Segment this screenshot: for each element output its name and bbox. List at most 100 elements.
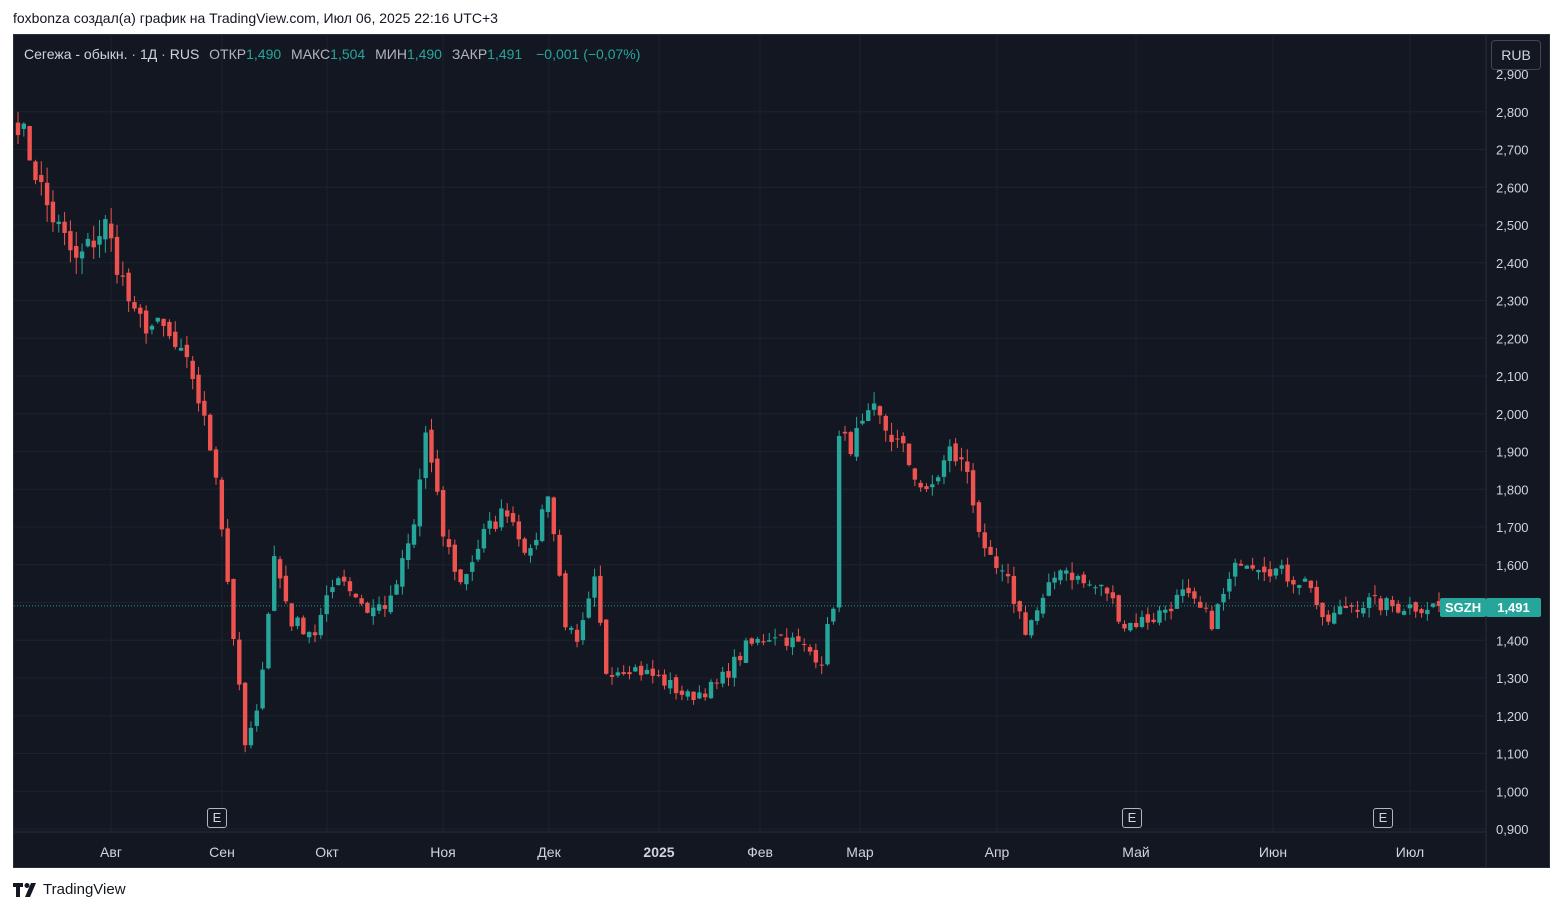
candle-body	[778, 634, 784, 636]
candle-body	[941, 460, 947, 477]
candle-body	[644, 669, 650, 675]
candle-body	[1378, 598, 1383, 611]
low-label: МИН	[375, 46, 407, 62]
candle-body	[458, 569, 463, 583]
candle-body	[557, 534, 562, 576]
candle-body	[965, 461, 970, 472]
candle-body	[143, 310, 149, 334]
candle-body	[924, 486, 929, 489]
candle-body	[679, 690, 685, 695]
tradingview-brand[interactable]: TradingView	[13, 881, 126, 898]
candle-body	[1384, 598, 1389, 611]
candle-body	[633, 667, 638, 672]
candle-body	[126, 272, 131, 302]
candle-body	[1168, 608, 1174, 612]
price-tick-label: 2,300	[1496, 294, 1529, 309]
candle-body	[569, 627, 574, 630]
candle-body	[901, 436, 906, 444]
price-tick-label: 1,000	[1496, 784, 1529, 799]
candle-body	[1256, 569, 1261, 573]
candle-body	[1157, 610, 1162, 623]
candle-body	[1139, 616, 1145, 627]
price-tick-label: 1,700	[1496, 520, 1529, 535]
candle-body	[551, 497, 556, 535]
candle-body	[726, 671, 731, 678]
candle-body	[871, 403, 877, 410]
candle-body	[1227, 578, 1232, 592]
price-tick-label: 2,200	[1496, 331, 1529, 346]
currency-button[interactable]: RUB	[1491, 40, 1541, 70]
candle-body	[755, 638, 760, 643]
time-tick-label: Мар	[846, 844, 874, 860]
candle-body	[1430, 603, 1436, 607]
candle-body	[382, 605, 388, 609]
candle-body	[1355, 609, 1360, 612]
candle-body	[21, 123, 27, 129]
candle-body	[277, 559, 283, 579]
candle-body	[720, 671, 725, 684]
price-tick-label: 1,100	[1496, 747, 1529, 762]
price-tick-label: 2,800	[1496, 105, 1529, 120]
chart-pane[interactable]: 2,800 2,700 2,600 2,500 2,400 2,300 2,200 2,100…	[13, 34, 1550, 868]
earnings-badge-jun[interactable]: E	[1373, 808, 1393, 828]
candle-body	[510, 513, 516, 523]
candle-body	[860, 420, 865, 424]
candle-body	[225, 528, 230, 582]
candle-body	[959, 457, 964, 460]
candle-body	[883, 415, 888, 431]
price-tick-label: 1,600	[1496, 558, 1529, 573]
candle-body	[673, 677, 679, 694]
candle-body	[1308, 580, 1314, 589]
close-value: 1,491	[487, 46, 523, 62]
price-tick-label: 1,300	[1496, 671, 1529, 686]
time-tick-label: 2025	[643, 844, 674, 860]
candle-body	[56, 221, 61, 225]
candle-body	[108, 223, 114, 239]
candle-body	[97, 236, 102, 245]
earnings-badge-may[interactable]: E	[1122, 808, 1142, 828]
candle-body	[388, 595, 393, 613]
candle-body	[330, 587, 335, 593]
candlestick-chart[interactable]: 2,800 2,700 2,600 2,500 2,400 2,300 2,200 2,100…	[14, 35, 1550, 868]
time-tick-label: Июл	[1396, 844, 1424, 860]
candle-body	[685, 691, 690, 697]
candle-body	[1029, 620, 1034, 636]
candle-body	[1436, 601, 1442, 606]
candle-body	[1396, 603, 1401, 613]
candle-body	[1110, 592, 1116, 599]
time-tick-label: Сен	[209, 844, 235, 860]
candle-body	[435, 458, 440, 492]
candle-body	[1075, 576, 1081, 580]
candle-body	[1198, 601, 1203, 608]
candle-body	[33, 161, 38, 181]
candle-body	[953, 443, 958, 462]
candle-body	[534, 539, 539, 546]
candle-body	[784, 637, 789, 646]
candle-body	[1081, 574, 1086, 584]
candle-body	[656, 674, 661, 676]
candle-body	[691, 691, 696, 701]
candle-body	[1372, 595, 1378, 597]
price-tick-label: 2,900	[1496, 67, 1529, 82]
candle-body	[877, 406, 883, 416]
candle-body	[161, 318, 166, 326]
candle-body	[545, 496, 551, 513]
candle-body	[906, 443, 912, 465]
earnings-badge-sep[interactable]: E	[207, 808, 227, 828]
candle-body	[621, 672, 626, 674]
candle-body	[423, 432, 428, 479]
time-tick-label: Апр	[985, 844, 1010, 860]
candle-body	[114, 236, 120, 275]
low-value: 1,490	[406, 46, 442, 62]
candle-body	[895, 438, 900, 440]
candle-body	[1314, 586, 1319, 606]
candle-body	[1011, 575, 1017, 604]
candle-body	[417, 479, 423, 527]
candle-body	[580, 620, 586, 641]
candle-body	[638, 665, 644, 676]
candle-body	[219, 479, 225, 530]
candle-body	[918, 482, 923, 488]
candle-body	[1128, 622, 1133, 631]
candle-body	[1116, 595, 1121, 622]
candle-body	[446, 539, 452, 548]
